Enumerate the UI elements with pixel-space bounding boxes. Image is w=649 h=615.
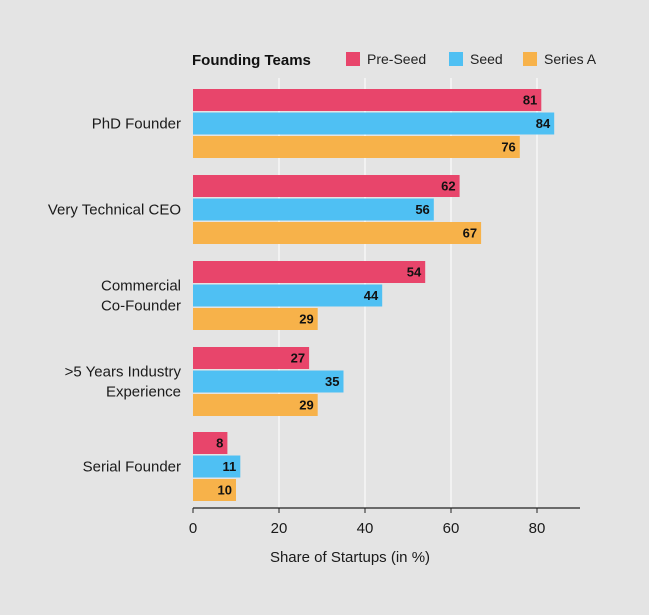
x-tick-label: 80	[529, 520, 546, 537]
category-label: Serial Founder	[83, 459, 181, 476]
x-tick-label: 0	[189, 520, 197, 537]
data-label: 10	[218, 483, 232, 498]
data-label: 44	[364, 288, 379, 303]
category-label-line: PhD Founder	[92, 116, 181, 133]
bar	[193, 394, 318, 416]
data-label: 62	[441, 179, 455, 194]
bar	[193, 136, 520, 158]
bar	[193, 261, 426, 283]
bar	[193, 432, 228, 454]
data-label: 29	[299, 398, 313, 413]
data-label: 81	[523, 93, 537, 108]
bar	[193, 308, 318, 330]
bar	[193, 198, 434, 221]
bar	[193, 112, 555, 135]
bar	[193, 479, 236, 501]
bar	[193, 347, 310, 369]
data-label: 35	[325, 374, 339, 389]
bar	[193, 455, 241, 478]
bar	[193, 284, 383, 307]
data-label: 76	[501, 140, 515, 155]
category-label: >5 Years Industry Experience	[65, 364, 182, 401]
legend-swatch	[346, 52, 360, 66]
legend-label: Seed	[470, 51, 503, 67]
data-label: 56	[415, 202, 429, 217]
legend-label: Pre-Seed	[367, 51, 426, 67]
category-label-line: Experience	[106, 384, 181, 401]
category-label-line: Very Technical CEO	[48, 202, 181, 219]
bar	[193, 89, 542, 111]
bar-layer: 81 84 76 62 56 67 54 44 29 27 35 29 811 10	[193, 89, 555, 501]
data-label: 29	[299, 312, 313, 327]
legend-swatch	[449, 52, 463, 66]
data-label: 11	[223, 459, 237, 474]
category-label: Commercial Co-Founder	[101, 278, 181, 315]
legend: Founding Teams Pre-Seed Seed Series A	[192, 51, 597, 69]
x-tick-label: 40	[357, 520, 374, 537]
bar	[193, 222, 482, 244]
category-label: Very Technical CEO	[48, 202, 181, 219]
data-label: 54	[407, 265, 422, 280]
category-label-line: >5 Years Industry	[65, 364, 182, 381]
data-label: 8	[216, 436, 223, 451]
legend-swatch	[523, 52, 537, 66]
category-label-line: Serial Founder	[83, 459, 181, 476]
data-label: 67	[463, 226, 477, 241]
x-axis-title: Share of Startups (in %)	[270, 549, 430, 566]
category-label: PhD Founder	[92, 116, 181, 133]
category-label-line: Co-Founder	[101, 298, 181, 315]
x-tick-label: 60	[443, 520, 460, 537]
data-label: 27	[291, 351, 305, 366]
x-tick-label: 20	[271, 520, 288, 537]
bar	[193, 370, 344, 393]
bar	[193, 175, 460, 197]
legend-label: Series A	[544, 51, 597, 67]
category-label-line: Commercial	[101, 278, 181, 295]
legend-title: Founding Teams	[192, 52, 311, 69]
data-label: 84	[536, 116, 551, 131]
